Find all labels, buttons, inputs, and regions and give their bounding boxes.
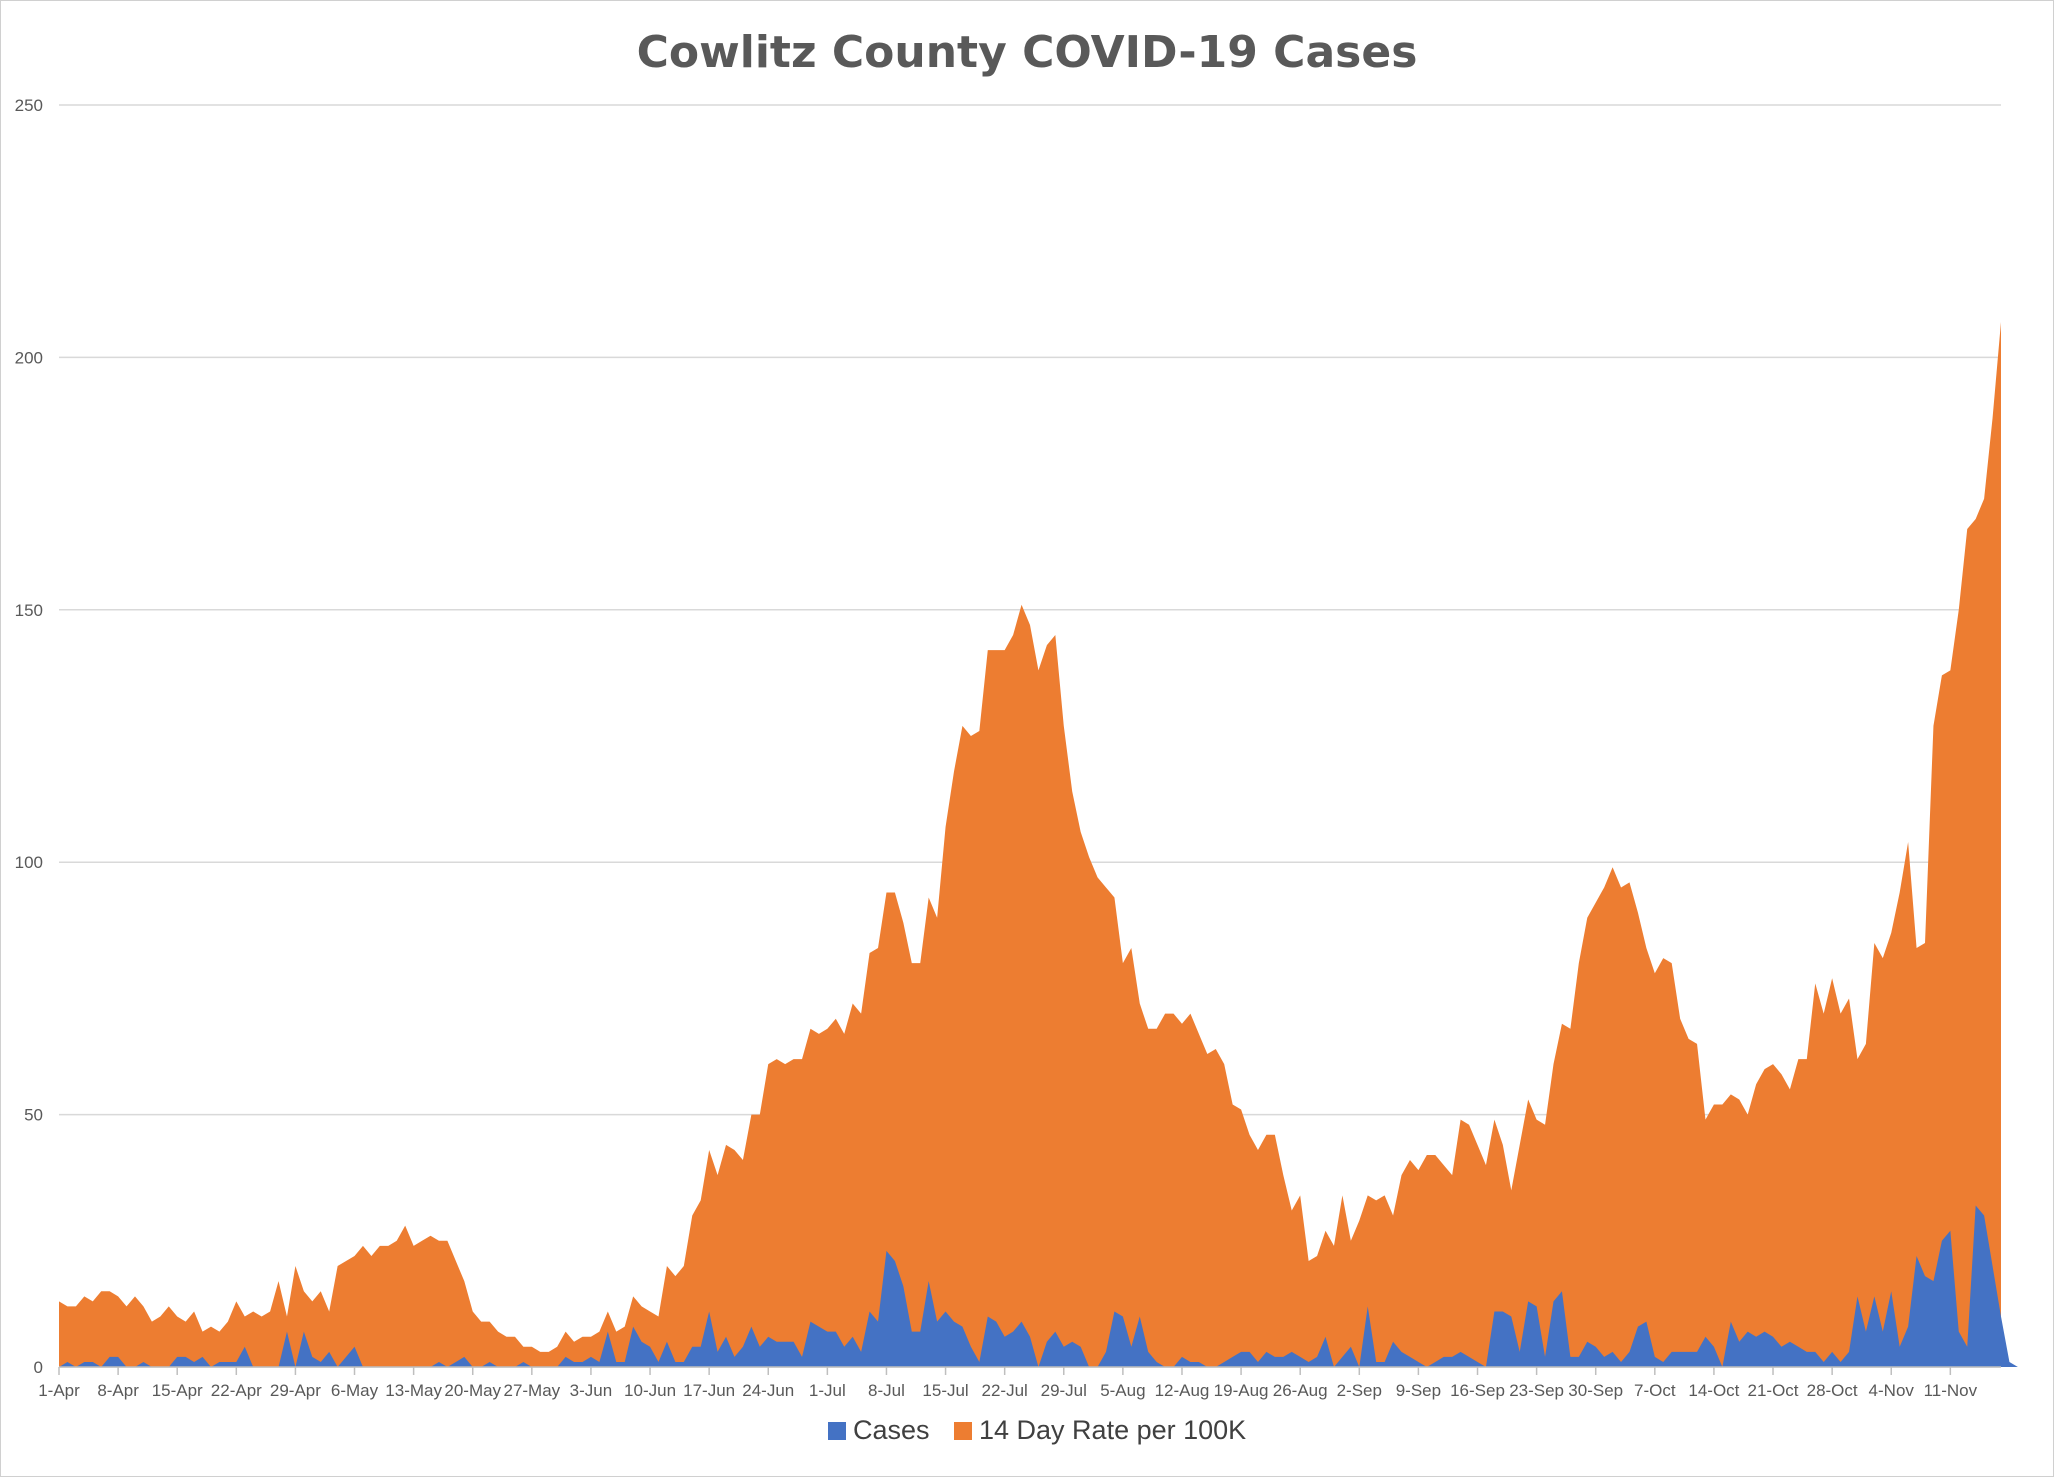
x-tick-label: 22-Apr — [211, 1381, 262, 1400]
legend-swatch-rate — [954, 1422, 972, 1440]
x-tick-label: 30-Sep — [1568, 1381, 1623, 1400]
y-tick-label: 250 — [15, 96, 43, 115]
legend-label-cases: Cases — [853, 1415, 930, 1445]
x-tick-label: 20-May — [444, 1381, 501, 1400]
x-tick-label: 27-May — [503, 1381, 560, 1400]
x-tick-label: 12-Aug — [1155, 1381, 1210, 1400]
y-tick-label: 200 — [15, 348, 43, 367]
x-tick-label: 3-Jun — [570, 1381, 613, 1400]
legend-swatch-cases — [828, 1422, 846, 1440]
x-tick-label: 8-Jul — [868, 1381, 905, 1400]
legend-label-rate: 14 Day Rate per 100K — [979, 1415, 1246, 1445]
x-tick-label: 16-Sep — [1450, 1381, 1505, 1400]
x-tick-label: 21-Oct — [1748, 1381, 1799, 1400]
x-tick-label: 22-Jul — [982, 1381, 1028, 1400]
x-tick-label: 10-Jun — [624, 1381, 676, 1400]
x-axis: 1-Apr 8-Apr 15-Apr 22-Apr 29-Apr 6-May 13-May 2… — [38, 1366, 2001, 1400]
x-tick-label: 2-Sep — [1337, 1381, 1382, 1400]
y-tick-label: 150 — [15, 601, 43, 620]
area-series-rate — [59, 322, 2001, 1367]
x-tick-label: 15-Apr — [152, 1381, 203, 1400]
x-tick-label: 28-Oct — [1807, 1381, 1858, 1400]
x-tick-label: 6-May — [331, 1381, 379, 1400]
x-tick-label: 7-Oct — [1634, 1381, 1676, 1400]
x-tick-label: 1-Jul — [809, 1381, 846, 1400]
x-tick-label: 29-Jul — [1041, 1381, 1087, 1400]
x-tick-label: 23-Sep — [1509, 1381, 1564, 1400]
x-tick-label: 13-May — [385, 1381, 442, 1400]
plot-areas — [59, 322, 2035, 1367]
x-tick-label: 26-Aug — [1273, 1381, 1328, 1400]
x-tick-label: 24-Jun — [742, 1381, 794, 1400]
y-tick-label: 0 — [34, 1358, 43, 1377]
legend: Cases 14 Day Rate per 100K — [828, 1415, 1246, 1445]
x-tick-label: 19-Aug — [1214, 1381, 1269, 1400]
x-tick-label: 17-Jun — [683, 1381, 735, 1400]
chart-title: Cowlitz County COVID-19 Cases — [637, 27, 1418, 78]
x-tick-label: 15-Jul — [922, 1381, 968, 1400]
x-tick-label: 14-Oct — [1688, 1381, 1739, 1400]
x-tick-label: 8-Apr — [97, 1381, 139, 1400]
x-tick-label: 29-Apr — [270, 1381, 321, 1400]
x-tick-label: 11-Nov — [1924, 1381, 1978, 1400]
x-tick-label: 5-Aug — [1100, 1381, 1145, 1400]
y-tick-label: 100 — [15, 853, 43, 872]
x-tick-label: 9-Sep — [1396, 1381, 1441, 1400]
y-axis: 0 50 100 150 200 250 — [15, 96, 43, 1377]
x-tick-label: 1-Apr — [38, 1381, 80, 1400]
y-tick-label: 50 — [24, 1106, 43, 1125]
x-tick-label: 4-Nov — [1869, 1381, 1915, 1400]
